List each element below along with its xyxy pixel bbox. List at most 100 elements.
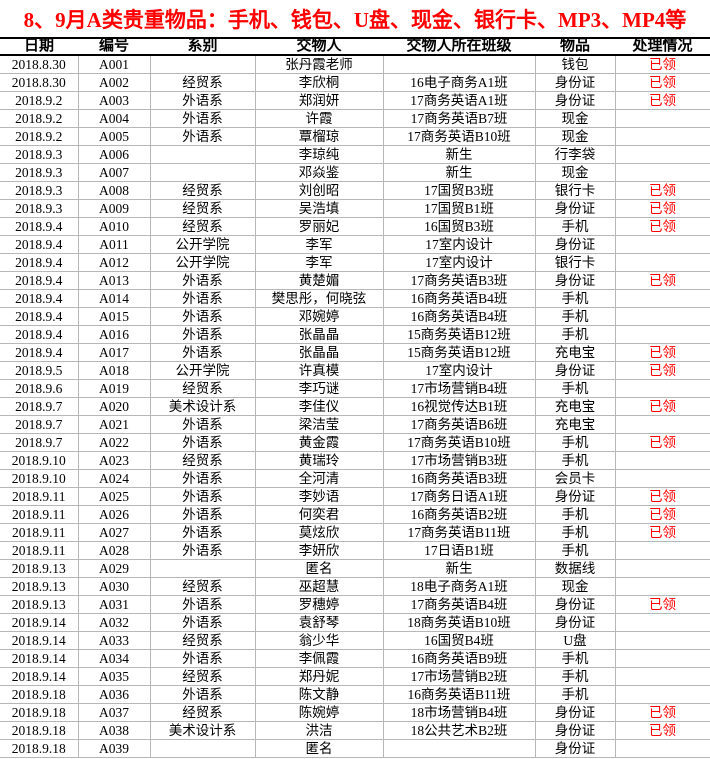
cell-status: 已领 xyxy=(615,505,710,524)
cell-item: 现金 xyxy=(535,163,616,182)
cell-date: 2018.9.4 xyxy=(0,343,79,362)
cell-id: A007 xyxy=(78,163,151,182)
cell-id: A030 xyxy=(78,577,151,596)
cell-class: 17商务英语B7班 xyxy=(383,109,536,128)
cell-id: A009 xyxy=(78,199,151,218)
cell-id: A024 xyxy=(78,469,151,488)
cell-status: 已领 xyxy=(615,271,710,290)
cell-dept: 经贸系 xyxy=(150,703,256,722)
cell-dept: 美术设计系 xyxy=(150,721,256,740)
cell-id: A031 xyxy=(78,595,151,614)
cell-id: A011 xyxy=(78,235,151,254)
cell-person: 刘创昭 xyxy=(255,181,384,200)
cell-class: 17商务英语B4班 xyxy=(383,595,536,614)
cell-person: 黄瑞玲 xyxy=(255,451,384,470)
header-status: 处理情况 xyxy=(615,37,710,56)
cell-dept: 外语系 xyxy=(150,289,256,308)
cell-class: 18市场营销B4班 xyxy=(383,703,536,722)
cell-dept: 经贸系 xyxy=(150,181,256,200)
cell-dept: 外语系 xyxy=(150,271,256,290)
cell-person: 何奕君 xyxy=(255,505,384,524)
cell-date: 2018.8.30 xyxy=(0,73,79,92)
cell-item: 身份证 xyxy=(535,91,616,110)
cell-status xyxy=(615,127,710,146)
cell-id: A008 xyxy=(78,181,151,200)
cell-date: 2018.9.4 xyxy=(0,271,79,290)
table-row: 2018.9.4 A010 经贸系 罗丽妃 16国贸B3班 手机 已领 xyxy=(0,217,710,236)
cell-item: 身份证 xyxy=(535,271,616,290)
cell-id: A017 xyxy=(78,343,151,362)
cell-id: A022 xyxy=(78,433,151,452)
cell-id: A015 xyxy=(78,307,151,326)
cell-class: 17商务日语A1班 xyxy=(383,487,536,506)
cell-dept: 经贸系 xyxy=(150,451,256,470)
cell-class xyxy=(383,55,536,74)
table-row: 2018.9.14 A032 外语系 袁舒琴 18商务英语B10班 身份证 xyxy=(0,613,710,632)
table-row: 2018.9.4 A012 公开学院 李军 17室内设计 银行卡 xyxy=(0,253,710,272)
cell-date: 2018.9.3 xyxy=(0,145,79,164)
cell-date: 2018.9.11 xyxy=(0,523,79,542)
table-row: 2018.9.3 A006 李琼纯 新生 行李袋 xyxy=(0,145,710,164)
cell-id: A012 xyxy=(78,253,151,272)
cell-class: 16国贸B4班 xyxy=(383,631,536,650)
cell-status: 已领 xyxy=(615,523,710,542)
cell-date: 2018.9.3 xyxy=(0,163,79,182)
cell-status xyxy=(615,145,710,164)
cell-id: A025 xyxy=(78,487,151,506)
cell-date: 2018.9.3 xyxy=(0,199,79,218)
cell-class: 16国贸B3班 xyxy=(383,217,536,236)
cell-dept: 外语系 xyxy=(150,487,256,506)
cell-item: 会员卡 xyxy=(535,469,616,488)
table-row: 2018.9.4 A015 外语系 邓婉婷 16商务英语B4班 手机 xyxy=(0,307,710,326)
cell-date: 2018.9.4 xyxy=(0,307,79,326)
cell-date: 2018.9.11 xyxy=(0,541,79,560)
cell-person: 张晶晶 xyxy=(255,325,384,344)
cell-id: A033 xyxy=(78,631,151,650)
cell-item: 钱包 xyxy=(535,55,616,74)
cell-class: 17室内设计 xyxy=(383,361,536,380)
cell-item: 身份证 xyxy=(535,199,616,218)
cell-date: 2018.9.4 xyxy=(0,325,79,344)
cell-date: 2018.9.11 xyxy=(0,505,79,524)
cell-status: 已领 xyxy=(615,361,710,380)
cell-item: 身份证 xyxy=(535,595,616,614)
cell-date: 2018.9.2 xyxy=(0,91,79,110)
cell-status xyxy=(615,307,710,326)
cell-id: A020 xyxy=(78,397,151,416)
cell-date: 2018.9.4 xyxy=(0,217,79,236)
cell-status xyxy=(615,685,710,704)
cell-status xyxy=(615,577,710,596)
cell-id: A036 xyxy=(78,685,151,704)
table-row: 2018.9.18 A037 经贸系 陈婉婷 18市场营销B4班 身份证 已领 xyxy=(0,703,710,722)
cell-person: 黄金霞 xyxy=(255,433,384,452)
cell-dept xyxy=(150,739,256,758)
cell-class: 17国贸B3班 xyxy=(383,181,536,200)
cell-id: A032 xyxy=(78,613,151,632)
cell-class: 17商务英语B11班 xyxy=(383,523,536,542)
cell-dept: 公开学院 xyxy=(150,361,256,380)
cell-dept xyxy=(150,163,256,182)
cell-person: 洪洁 xyxy=(255,721,384,740)
cell-person: 罗穗婷 xyxy=(255,595,384,614)
cell-person: 许真模 xyxy=(255,361,384,380)
cell-status xyxy=(615,469,710,488)
cell-id: A005 xyxy=(78,127,151,146)
cell-class: 16商务英语B11班 xyxy=(383,685,536,704)
cell-date: 2018.9.18 xyxy=(0,739,79,758)
cell-item: 充电宝 xyxy=(535,397,616,416)
cell-person: 袁舒琴 xyxy=(255,613,384,632)
cell-class: 17商务英语B10班 xyxy=(383,127,536,146)
cell-class: 新生 xyxy=(383,163,536,182)
cell-class: 17国贸B1班 xyxy=(383,199,536,218)
cell-date: 2018.9.14 xyxy=(0,667,79,686)
cell-dept: 经贸系 xyxy=(150,199,256,218)
cell-status xyxy=(615,253,710,272)
cell-id: A021 xyxy=(78,415,151,434)
cell-dept: 外语系 xyxy=(150,343,256,362)
cell-date: 2018.9.7 xyxy=(0,415,79,434)
cell-item: 手机 xyxy=(535,379,616,398)
table-row: 2018.9.7 A022 外语系 黄金霞 17商务英语B10班 手机 已领 xyxy=(0,433,710,452)
cell-item: 数据线 xyxy=(535,559,616,578)
cell-item: 手机 xyxy=(535,217,616,236)
cell-person: 翁少华 xyxy=(255,631,384,650)
